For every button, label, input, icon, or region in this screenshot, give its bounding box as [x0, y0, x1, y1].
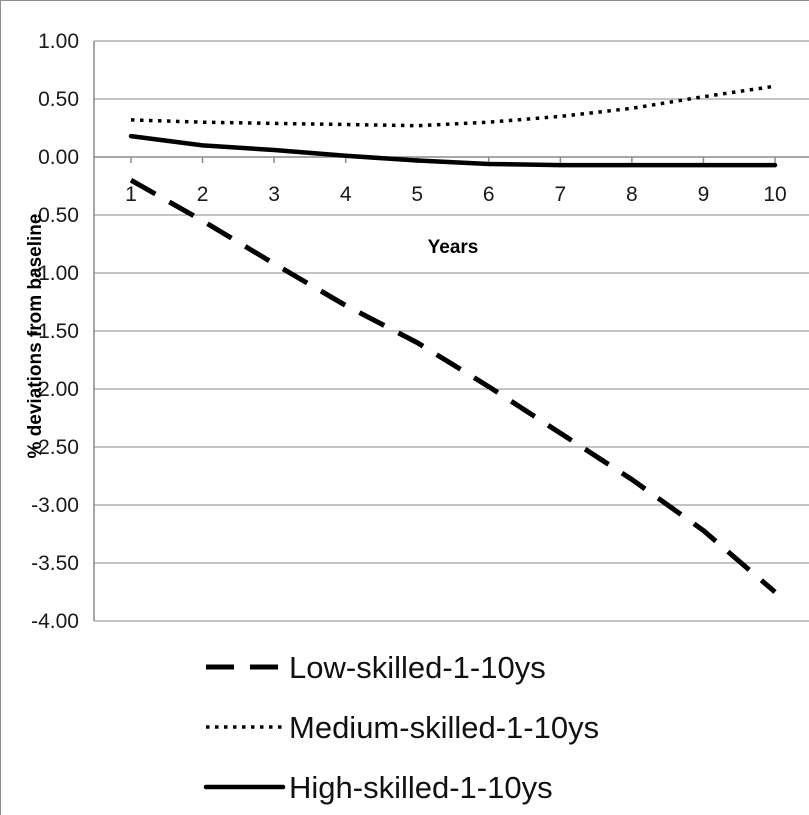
- x-tick-label: 8: [626, 183, 638, 206]
- y-tick-label: -3.00: [31, 494, 79, 517]
- y-tick-label: -1.00: [31, 262, 79, 285]
- legend-label: High-skilled-1-10ys: [289, 770, 553, 805]
- x-tick-label: 10: [763, 183, 786, 206]
- y-tick-label: -1.50: [31, 320, 79, 343]
- y-tick-label: -3.50: [31, 552, 79, 575]
- series-line-dashed: [129, 178, 777, 594]
- x-tick-label: 1: [125, 183, 137, 206]
- x-tick-label: 7: [554, 183, 566, 206]
- x-tick-label: 9: [698, 183, 710, 206]
- x-tick-label: 5: [411, 183, 423, 206]
- legend-label: Low-skilled-1-10ys: [289, 650, 546, 685]
- y-tick-label: -4.00: [31, 610, 79, 633]
- series-line-dotted: [130, 84, 776, 128]
- x-tick-label: 2: [197, 183, 209, 206]
- series-line-solid: [128, 133, 778, 168]
- x-tick-label: 3: [268, 183, 280, 206]
- y-tick-label: -2.00: [31, 378, 79, 401]
- y-tick-label: 0.00: [38, 146, 79, 169]
- legend-label: Medium-skilled-1-10ys: [289, 710, 599, 745]
- y-tick-label: 0.50: [38, 88, 79, 111]
- y-tick-label: 1.00: [38, 30, 79, 53]
- y-tick-label: -2.50: [31, 436, 79, 459]
- y-tick-label: -0.50: [31, 204, 79, 227]
- x-axis-title: Years: [428, 237, 479, 258]
- x-tick-label: 6: [483, 183, 495, 206]
- y-axis-title: % deviations from baseline: [25, 214, 46, 459]
- x-tick-label: 4: [340, 183, 352, 206]
